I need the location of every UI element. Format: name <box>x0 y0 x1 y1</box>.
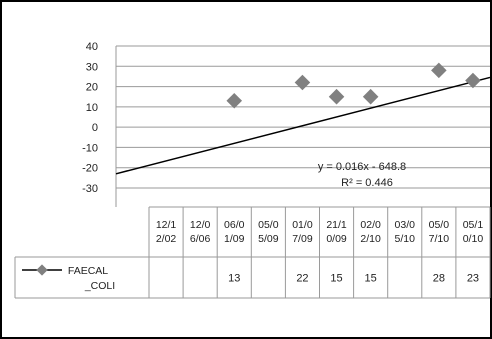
y-tick-label: -20 <box>82 163 98 175</box>
category-label: 21/1 0/09 <box>326 219 347 245</box>
data-point <box>226 92 243 109</box>
y-tick-label: 20 <box>86 82 98 94</box>
trend-equation: y = 0.016x - 648.8 <box>318 161 406 173</box>
category-label: 05/1 0/10 <box>463 219 484 245</box>
category-label: 01/0 7/09 <box>292 219 313 245</box>
y-tick-label: -10 <box>82 142 98 154</box>
category-label: 12/1 2/02 <box>156 219 177 245</box>
table-value: 15 <box>365 273 377 285</box>
y-tick-label: 30 <box>86 61 98 73</box>
table-value: 22 <box>296 273 308 285</box>
y-tick-label: 0 <box>92 122 98 134</box>
legend-series-name: FAECAL _COLI <box>68 265 115 292</box>
table-value: 28 <box>433 273 445 285</box>
trendline-equation: y = 0.016x - 648.8 R² = 0.446 <box>318 161 406 189</box>
table-value: 15 <box>330 273 342 285</box>
trend-r-squared: R² = 0.446 <box>341 177 393 189</box>
category-label: 05/0 5/09 <box>258 219 279 245</box>
y-tick-label: 10 <box>86 102 98 114</box>
trendline <box>115 76 491 175</box>
y-axis-tick-labels: 40 30 20 10 0 -10 -20 -30 <box>82 41 98 195</box>
table-value: 13 <box>228 273 240 285</box>
category-label: 06/0 1/09 <box>224 219 245 245</box>
trendline-group <box>115 76 491 175</box>
y-tick-label: 40 <box>86 41 98 53</box>
legend-marker <box>36 264 48 276</box>
y-tick-label: -30 <box>82 183 98 195</box>
category-label: 12/0 6/06 <box>190 219 211 245</box>
category-label: 03/0 5/10 <box>395 219 416 245</box>
category-label: 05/0 7/10 <box>429 219 450 245</box>
table-value: 23 <box>467 273 479 285</box>
data-table: 12/1 2/02 12/0 6/06 06/0 1/09 05/0 5/09 01/0 7/09… <box>14 188 491 299</box>
category-label: 02/0 2/10 <box>360 219 381 245</box>
